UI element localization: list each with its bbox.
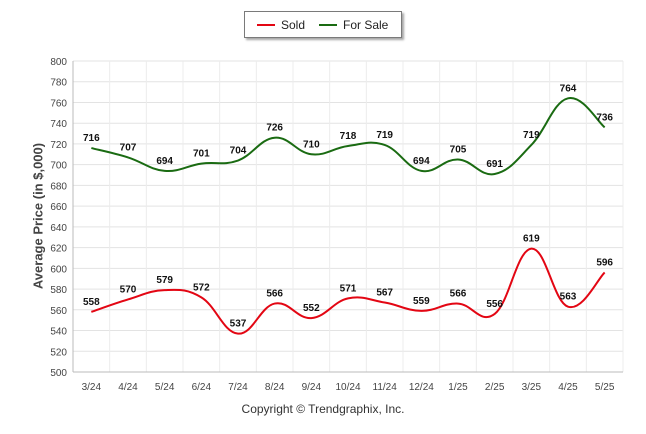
data-label: 694 [156, 156, 173, 167]
data-label: 566 [266, 289, 283, 300]
data-label: 572 [193, 282, 210, 293]
y-tick-label: 780 [50, 78, 67, 89]
legend-label-for-sale: For Sale [343, 18, 389, 32]
y-axis-label: Average Price (in $,000) [30, 142, 46, 290]
y-tick-label: 500 [50, 368, 67, 379]
y-tick-label: 620 [50, 244, 67, 255]
data-label: 567 [376, 288, 393, 299]
y-tick-label: 700 [50, 161, 67, 172]
y-tick-label: 760 [50, 98, 67, 109]
x-tick-label: 10/24 [335, 382, 360, 393]
series-line-for-sale [91, 97, 606, 176]
data-label: 558 [83, 297, 100, 308]
data-label: 596 [596, 257, 613, 268]
y-tick-label: 580 [50, 285, 67, 296]
legend-item-sold: Sold [257, 18, 305, 32]
data-label: 716 [83, 133, 100, 144]
data-label: 701 [193, 149, 210, 160]
data-label: 705 [450, 144, 467, 155]
data-label: 571 [340, 283, 357, 294]
data-label: 764 [560, 83, 577, 94]
data-label: 563 [560, 292, 577, 303]
data-label: 710 [303, 139, 320, 150]
x-tick-label: 5/24 [155, 382, 175, 393]
data-label: 718 [340, 131, 357, 142]
x-tick-label: 7/24 [228, 382, 248, 393]
x-tick-label: 8/24 [265, 382, 285, 393]
y-tick-label: 660 [50, 202, 67, 213]
x-tick-label: 4/25 [558, 382, 578, 393]
legend-label-sold: Sold [281, 18, 306, 32]
x-tick-label: 3/24 [82, 382, 102, 393]
data-label: 707 [120, 142, 137, 153]
y-tick-label: 680 [50, 181, 67, 192]
x-tick-label: 11/24 [373, 382, 398, 393]
data-label: 570 [120, 284, 137, 295]
data-label: 619 [523, 234, 540, 245]
chart-legend: Sold For Sale [244, 11, 402, 38]
data-label: 556 [486, 299, 503, 310]
x-tick-label: 9/24 [302, 382, 322, 393]
y-tick-label: 800 [50, 57, 67, 68]
legend-swatch-for-sale [319, 24, 337, 26]
y-tick-label: 720 [50, 140, 67, 151]
data-label: 719 [523, 130, 540, 141]
data-label: 719 [376, 130, 393, 141]
y-tick-label: 640 [50, 223, 67, 234]
data-label: 704 [230, 146, 247, 157]
x-tick-label: 6/24 [192, 382, 212, 393]
x-tick-label: 3/25 [522, 382, 542, 393]
x-tick-label: 1/25 [448, 382, 468, 393]
x-tick-label: 5/25 [595, 382, 615, 393]
data-label: 694 [413, 156, 430, 167]
data-label: 559 [413, 296, 430, 307]
data-label: 537 [230, 319, 247, 330]
data-label: 726 [266, 123, 283, 134]
data-label: 579 [156, 275, 173, 286]
data-label: 566 [450, 289, 467, 300]
y-tick-label: 600 [50, 264, 67, 275]
data-label: 736 [596, 112, 613, 123]
series-line-sold [91, 247, 606, 335]
y-tick-label: 520 [50, 347, 67, 358]
y-tick-label: 540 [50, 327, 67, 338]
legend-swatch-sold [257, 24, 275, 26]
data-label: 552 [303, 303, 320, 314]
x-tick-label: 4/24 [118, 382, 138, 393]
y-tick-label: 740 [50, 119, 67, 130]
x-tick-label: 2/25 [485, 382, 505, 393]
x-tick-label: 12/24 [409, 382, 434, 393]
copyright-text: Copyright © Trendgraphix, Inc. [241, 402, 405, 416]
legend-item-for-sale: For Sale [319, 18, 388, 32]
data-label: 691 [486, 159, 503, 170]
y-tick-label: 560 [50, 306, 67, 317]
